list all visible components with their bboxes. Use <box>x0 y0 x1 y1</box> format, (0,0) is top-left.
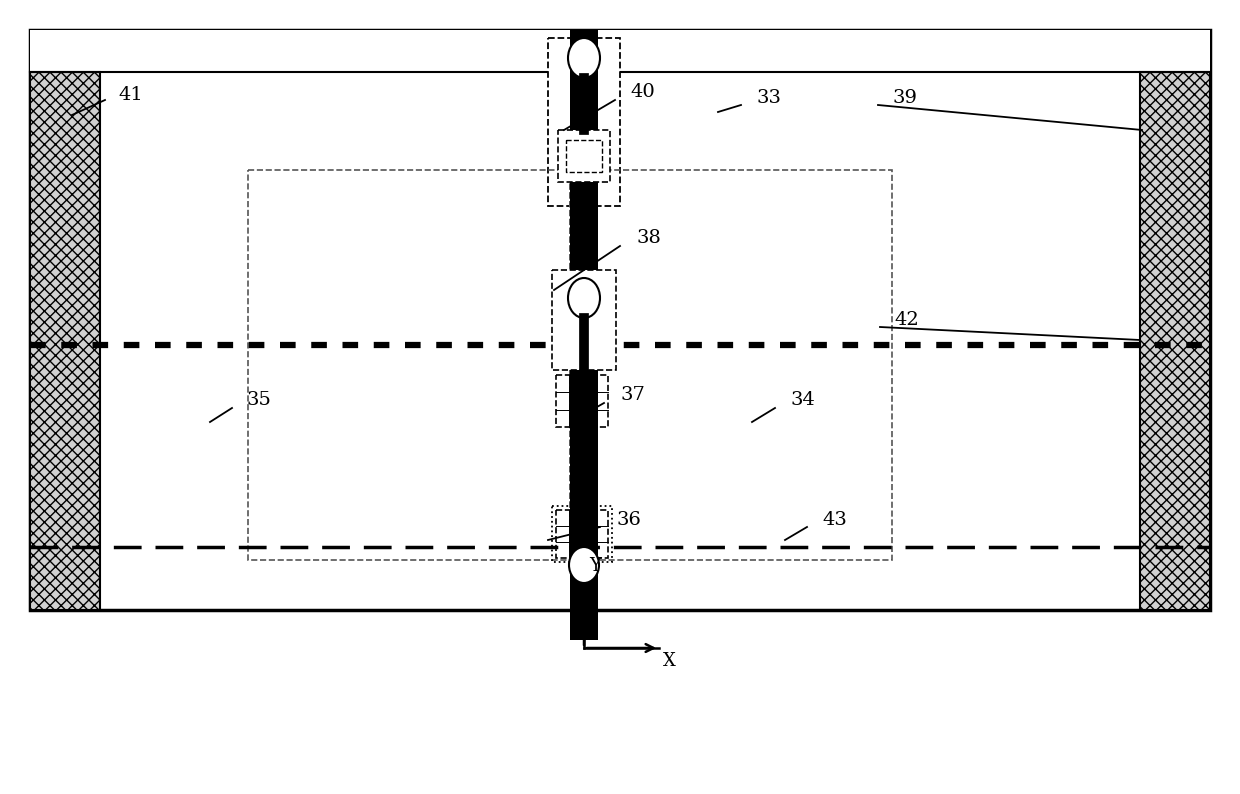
Text: 41: 41 <box>118 86 143 104</box>
Ellipse shape <box>569 547 599 583</box>
Text: 40: 40 <box>630 83 655 101</box>
Text: 33: 33 <box>756 89 781 107</box>
Text: 34: 34 <box>790 391 815 409</box>
Text: X: X <box>663 652 676 670</box>
Text: 43: 43 <box>822 511 847 529</box>
Bar <box>552 270 616 370</box>
Text: 39: 39 <box>893 89 918 107</box>
Bar <box>30 30 1210 72</box>
Bar <box>1140 72 1210 610</box>
Bar <box>248 170 570 560</box>
Bar <box>565 140 601 172</box>
Bar <box>552 506 613 562</box>
Text: Y: Y <box>589 557 601 575</box>
Bar <box>30 72 100 610</box>
Text: 38: 38 <box>637 229 662 247</box>
Bar <box>570 170 892 560</box>
Text: 35: 35 <box>246 391 270 409</box>
Text: 37: 37 <box>620 386 645 404</box>
Ellipse shape <box>568 278 600 318</box>
Text: 36: 36 <box>616 511 641 529</box>
Bar <box>570 30 598 640</box>
Bar <box>556 510 608 558</box>
Text: 42: 42 <box>894 311 919 329</box>
Bar <box>556 375 608 427</box>
Bar <box>548 38 620 206</box>
Bar <box>30 30 1210 610</box>
Bar <box>558 130 610 182</box>
Ellipse shape <box>568 38 600 78</box>
